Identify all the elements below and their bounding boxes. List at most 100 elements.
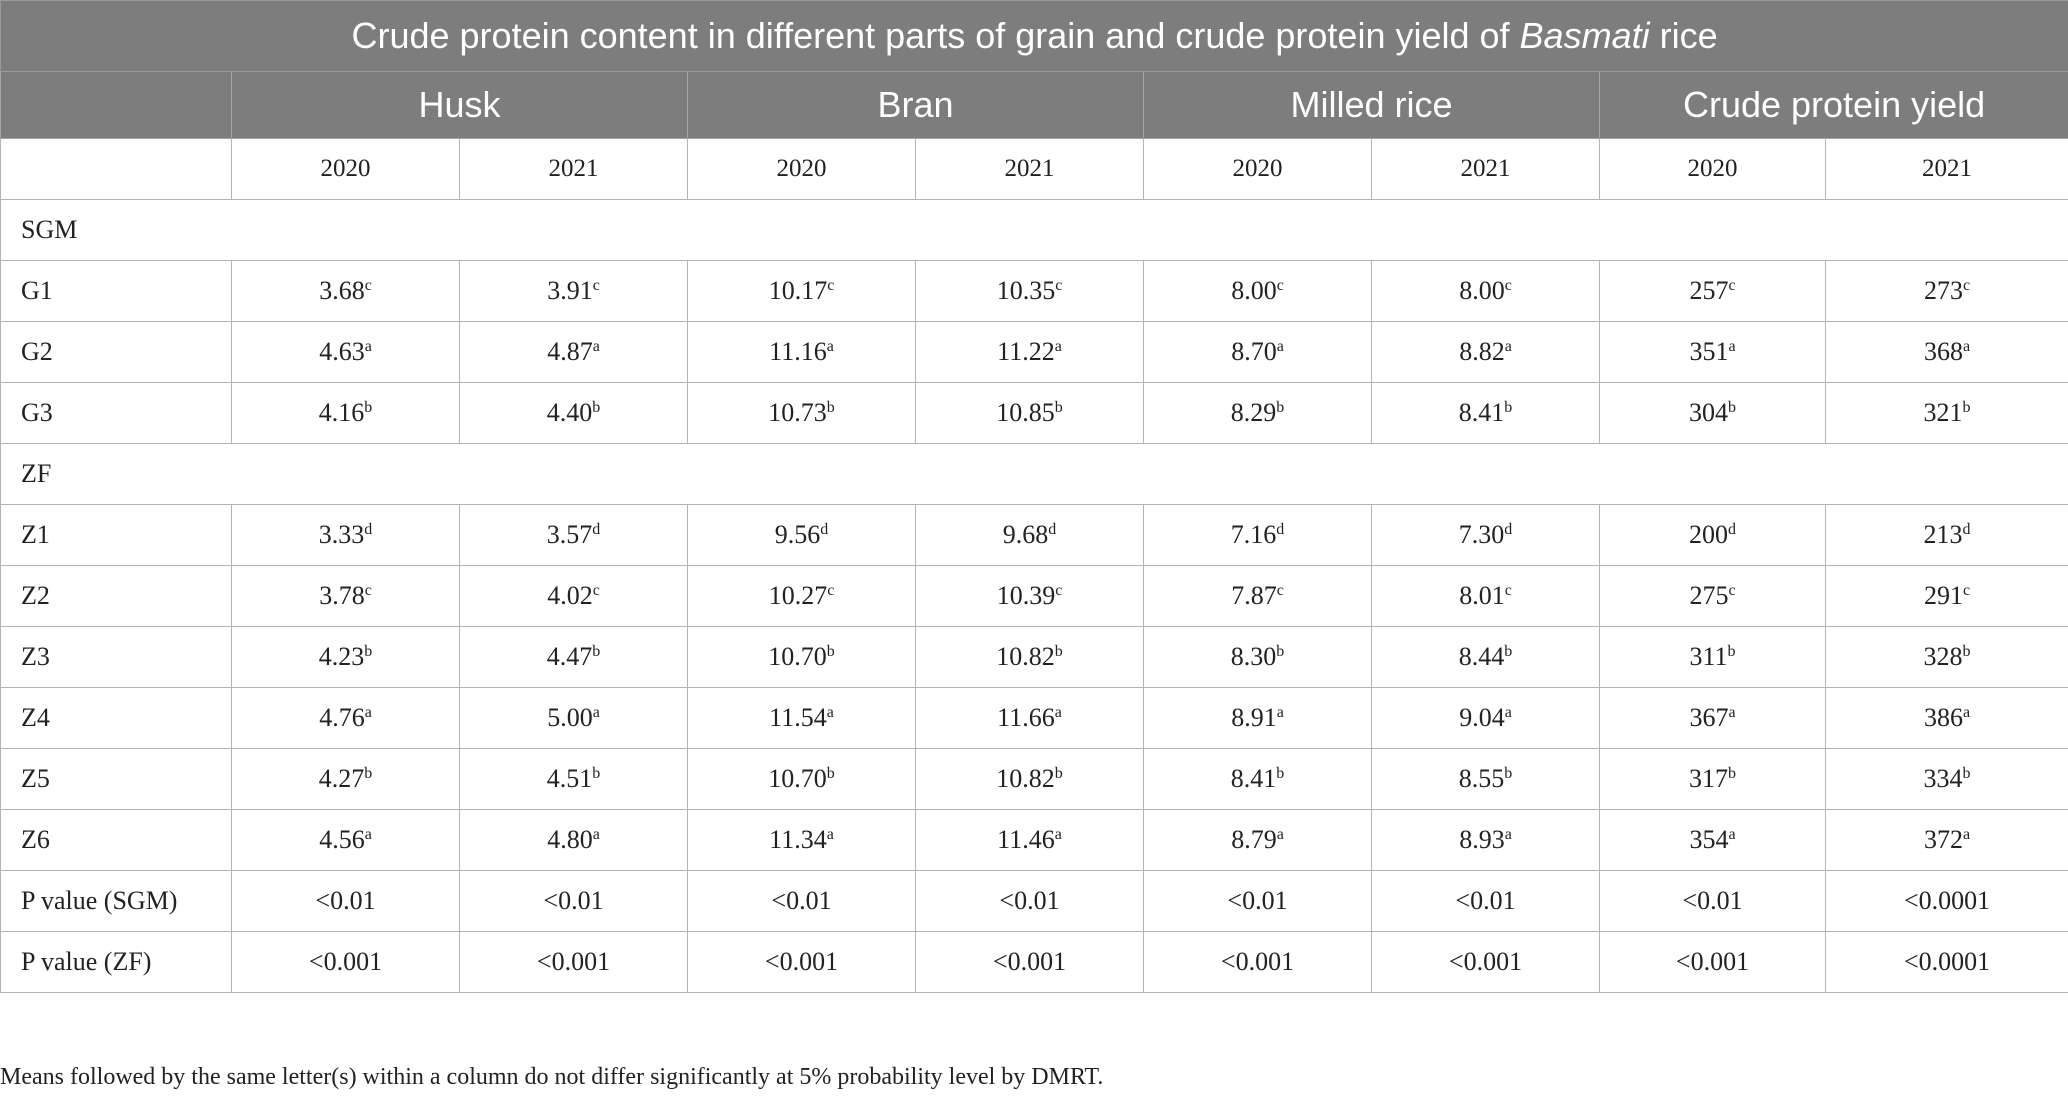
row-label: Z3: [0, 626, 232, 688]
significance-letter: c: [1276, 582, 1284, 599]
table-cell: 11.16a: [687, 321, 916, 383]
table-cell: 275c: [1599, 565, 1826, 627]
pvalue-cell: <0.01: [459, 870, 688, 932]
table-cell: 3.57d: [459, 504, 688, 566]
row-label: G3: [0, 382, 232, 444]
significance-letter: d: [1728, 521, 1736, 538]
significance-letter: d: [364, 521, 373, 538]
cell-value: 4.63: [319, 337, 365, 366]
cell-value: 4.47: [546, 642, 593, 671]
pvalue-cell: <0.01: [231, 870, 460, 932]
significance-letter: a: [1054, 704, 1062, 721]
cell-value: 328: [1923, 642, 1963, 671]
cell-value: 8.82: [1459, 337, 1505, 366]
table-body: SGM G1 3.68c 3.91c 10.17c 10.35c 8.00c 8.00c 257…: [0, 199, 2068, 993]
significance-letter: a: [592, 826, 600, 843]
cell-value: 4.27: [318, 764, 365, 793]
cell-value: 11.34: [769, 825, 827, 854]
table-cell: 368a: [1824, 321, 2068, 383]
table-row: Z4 4.76a 5.00a 11.54a 11.66a 8.91a 9.04a 367a 38…: [0, 687, 2068, 749]
row-label: Z6: [0, 809, 232, 871]
table-cell: 4.40b: [459, 382, 688, 444]
significance-letter: a: [826, 338, 834, 355]
table-footnote: Means followed by the same letter(s) wit…: [0, 1064, 1104, 1090]
significance-letter: b: [1728, 399, 1736, 416]
pvalue-cell: <0.001: [1143, 931, 1372, 993]
table-cell: 328b: [1824, 626, 2068, 688]
row-label: P value (SGM): [0, 870, 232, 932]
table-cell: 4.56a: [231, 809, 460, 871]
significance-letter: b: [1962, 399, 1971, 416]
significance-letter: c: [1728, 582, 1736, 599]
cell-value: 10.70: [768, 642, 827, 671]
significance-letter: a: [1276, 704, 1284, 721]
table-cell: 8.30b: [1143, 626, 1372, 688]
table-cell: 8.91a: [1143, 687, 1372, 749]
pvalue-cell: <0.01: [687, 870, 916, 932]
year-header: 2020: [231, 138, 460, 200]
cell-value: 351: [1689, 337, 1729, 366]
cell-value: 3.33: [318, 520, 365, 549]
table-cell: 4.63a: [231, 321, 460, 383]
significance-letter: a: [1504, 704, 1512, 721]
significance-letter: c: [364, 582, 372, 599]
significance-letter: b: [1276, 643, 1285, 660]
row-label: Z1: [0, 504, 232, 566]
data-table: Crude protein content in different parts…: [0, 0, 2068, 993]
significance-letter: d: [1962, 521, 1971, 538]
table-cell: 10.73b: [687, 382, 916, 444]
table-row: Z6 4.56a 4.80a 11.34a 11.46a 8.79a 8.93a 354a 37…: [0, 809, 2068, 871]
cell-value: 9.56: [774, 520, 821, 549]
table-cell: 4.16b: [231, 382, 460, 444]
table-row: G2 4.63a 4.87a 11.16a 11.22a 8.70a 8.82a 351a 36…: [0, 321, 2068, 383]
table-cell: 11.22a: [915, 321, 1144, 383]
significance-letter: a: [826, 704, 834, 721]
cell-value: 8.41: [1458, 398, 1505, 427]
cell-value: 4.76: [319, 703, 365, 732]
year-header: 2021: [459, 138, 688, 200]
significance-letter: c: [1963, 277, 1971, 294]
table-container: Crude protein content in different parts…: [0, 0, 2068, 993]
significance-letter: c: [592, 582, 600, 599]
significance-letter: d: [1048, 521, 1057, 538]
pvalue-cell: <0.001: [459, 931, 688, 993]
section-label: ZF: [0, 443, 2068, 505]
significance-letter: a: [826, 826, 834, 843]
significance-letter: b: [826, 399, 835, 416]
title-italic: Basmati: [1519, 15, 1650, 56]
table-row: G1 3.68c 3.91c 10.17c 10.35c 8.00c 8.00c 257c 27…: [0, 260, 2068, 322]
cell-value: 3.57: [546, 520, 593, 549]
significance-letter: b: [592, 399, 601, 416]
table-cell: 10.82b: [915, 626, 1144, 688]
table-cell: 8.55b: [1371, 748, 1600, 810]
cell-value: 8.00: [1459, 276, 1505, 305]
pvalue-cell: <0.01: [1599, 870, 1826, 932]
significance-letter: a: [592, 704, 600, 721]
group-header-milled-rice: Milled rice: [1143, 71, 1600, 139]
table-cell: 8.44b: [1371, 626, 1600, 688]
cell-value: 321: [1923, 398, 1963, 427]
pvalue-cell: <0.0001: [1824, 870, 2068, 932]
table-cell: 10.17c: [687, 260, 916, 322]
table-cell: 304b: [1599, 382, 1826, 444]
table-cell: 8.82a: [1371, 321, 1600, 383]
table-cell: 4.51b: [459, 748, 688, 810]
significance-letter: d: [592, 521, 601, 538]
table-cell: 11.54a: [687, 687, 916, 749]
significance-letter: a: [1728, 826, 1736, 843]
cell-value: 8.91: [1231, 703, 1277, 732]
title-suffix: rice: [1649, 15, 1718, 56]
row-label: Z4: [0, 687, 232, 749]
table-cell: 9.56d: [687, 504, 916, 566]
year-header: 2020: [1143, 138, 1372, 200]
cell-value: 7.16: [1230, 520, 1277, 549]
cell-value: 10.82: [996, 764, 1055, 793]
year-header: 2021: [1824, 138, 2068, 200]
pvalue-cell: <0.001: [1599, 931, 1826, 993]
cell-value: 304: [1689, 398, 1728, 427]
table-cell: 4.27b: [231, 748, 460, 810]
significance-letter: b: [1727, 643, 1736, 660]
cell-value: 11.22: [997, 337, 1055, 366]
group-header-bran: Bran: [687, 71, 1144, 139]
table-cell: 291c: [1824, 565, 2068, 627]
